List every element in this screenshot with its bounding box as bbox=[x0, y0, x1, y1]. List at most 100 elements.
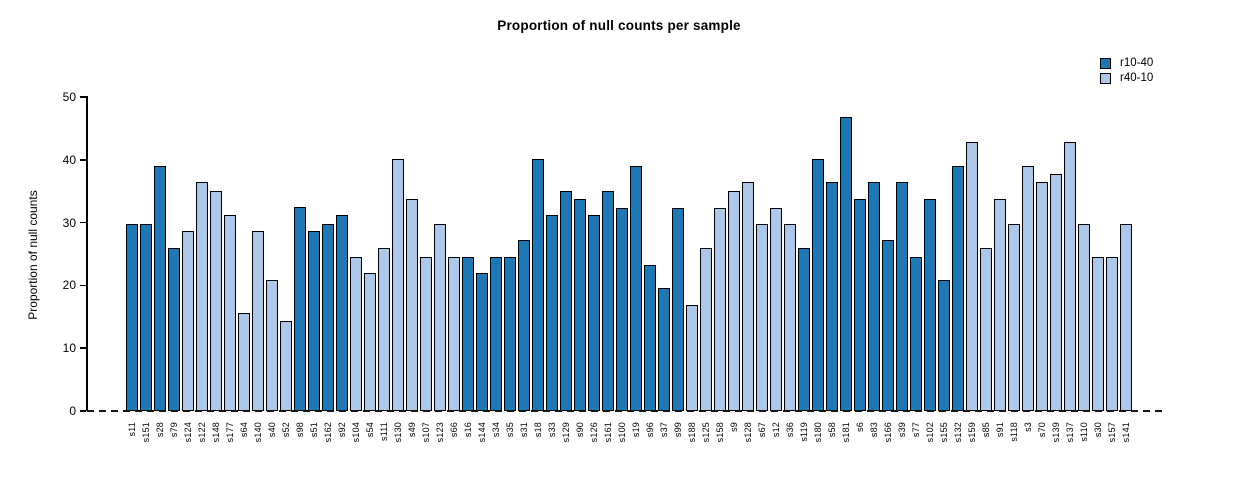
x-tick-label-s30: s30 bbox=[1093, 422, 1103, 438]
x-tick-label-s28: s28 bbox=[155, 422, 165, 438]
x-tick-label-s118: s118 bbox=[1009, 422, 1019, 442]
x-tick-label-s96: s96 bbox=[645, 422, 655, 438]
bar-s119 bbox=[798, 247, 810, 411]
x-tick-label-s180: s180 bbox=[813, 422, 823, 443]
x-tick-label-s161: s161 bbox=[603, 422, 613, 443]
bar-s34 bbox=[490, 256, 502, 411]
bar-s122 bbox=[196, 182, 208, 411]
bar-s161 bbox=[602, 191, 614, 411]
x-tick-label-s92: s92 bbox=[337, 422, 347, 438]
x-tick-label-s148: s148 bbox=[211, 422, 221, 443]
x-tick-label-s162: s162 bbox=[323, 422, 333, 443]
bar-s162 bbox=[322, 223, 334, 411]
bar-s148 bbox=[210, 191, 222, 411]
y-axis-tick bbox=[80, 410, 86, 412]
bar-s83 bbox=[868, 182, 880, 411]
x-tick-label-s40: s40 bbox=[267, 422, 277, 438]
x-tick-label-s166: s166 bbox=[883, 422, 893, 443]
bar-s188 bbox=[686, 304, 698, 411]
x-tick-label-s91: s91 bbox=[995, 422, 1005, 438]
bar-s144 bbox=[476, 272, 488, 411]
x-tick-label-s49: s49 bbox=[407, 422, 417, 438]
bar-s64 bbox=[238, 313, 250, 411]
bar-s67 bbox=[756, 223, 768, 411]
x-tick-label-s36: s36 bbox=[785, 422, 795, 438]
bar-s49 bbox=[406, 199, 418, 411]
x-tick-label-s128: s128 bbox=[743, 422, 753, 443]
bar-s12 bbox=[770, 207, 782, 411]
x-tick-label-s104: s104 bbox=[351, 422, 361, 443]
bar-s37 bbox=[658, 287, 670, 411]
bar-s158 bbox=[714, 207, 726, 411]
bar-s66 bbox=[448, 256, 460, 411]
x-tick-label-s34: s34 bbox=[491, 422, 501, 438]
x-tick-label-s130: s130 bbox=[393, 422, 403, 443]
bar-s90 bbox=[574, 199, 586, 411]
bar-s18 bbox=[532, 158, 544, 411]
x-tick-label-s64: s64 bbox=[239, 422, 249, 438]
bar-s35 bbox=[504, 256, 516, 411]
bar-s124 bbox=[182, 231, 194, 411]
y-axis-tick bbox=[80, 347, 86, 349]
x-tick-label-s99: s99 bbox=[673, 422, 683, 438]
y-tick-label: 50 bbox=[62, 90, 76, 104]
x-tick-label-s3: s3 bbox=[1023, 422, 1033, 432]
bar-s30 bbox=[1092, 256, 1104, 411]
y-axis-tick bbox=[80, 284, 86, 287]
x-tick-label-s90: s90 bbox=[575, 422, 585, 438]
bar-s98 bbox=[294, 206, 306, 411]
bar-s125 bbox=[700, 247, 712, 411]
legend-swatch-r10-40 bbox=[1100, 57, 1111, 69]
legend-label: r10-40 bbox=[1120, 57, 1154, 69]
legend: r10-40 r40-10 bbox=[1100, 57, 1153, 87]
x-tick-label-s100: s100 bbox=[617, 422, 627, 443]
x-tick-label-s52: s52 bbox=[281, 422, 291, 438]
chart-title: Proportion of null counts per sample bbox=[497, 18, 741, 33]
bar-s132 bbox=[952, 166, 964, 411]
x-tick-label-s70: s70 bbox=[1037, 422, 1047, 438]
bar-s111 bbox=[378, 247, 390, 411]
bar-s52 bbox=[280, 321, 292, 411]
bar-s99 bbox=[672, 207, 684, 411]
bar-s79 bbox=[168, 247, 180, 411]
x-tick-label-s177: s177 bbox=[225, 422, 235, 443]
y-tick-label: 0 bbox=[69, 404, 76, 418]
bar-s118 bbox=[1008, 223, 1020, 411]
x-tick-label-s144: s144 bbox=[477, 422, 487, 443]
x-tick-label-s137: s137 bbox=[1065, 422, 1075, 443]
x-tick-label-s107: s107 bbox=[421, 422, 431, 443]
x-tick-label-s129: s129 bbox=[561, 422, 571, 443]
bar-s137 bbox=[1064, 142, 1076, 411]
bar-s58 bbox=[826, 182, 838, 411]
x-tick-label-s16: s16 bbox=[463, 422, 473, 438]
bar-s159 bbox=[966, 142, 978, 411]
x-tick-label-s54: s54 bbox=[365, 422, 375, 438]
bar-s77 bbox=[910, 256, 922, 411]
y-axis-tick bbox=[80, 96, 86, 98]
x-tick-label-s132: s132 bbox=[953, 422, 963, 443]
y-axis-line bbox=[86, 96, 88, 411]
bar-s181 bbox=[840, 117, 852, 411]
bar-s126 bbox=[588, 215, 600, 411]
x-tick-label-s11: s11 bbox=[127, 422, 137, 437]
x-tick-label-s188: s188 bbox=[687, 422, 697, 443]
x-tick-label-s33: s33 bbox=[547, 422, 557, 438]
bar-s177 bbox=[224, 215, 236, 411]
x-tick-label-s9: s9 bbox=[729, 422, 739, 432]
x-tick-label-s157: s157 bbox=[1107, 422, 1117, 443]
y-tick-label: 30 bbox=[62, 215, 76, 230]
x-tick-label-s140: s140 bbox=[253, 422, 263, 443]
bar-s104 bbox=[350, 256, 362, 411]
x-tick-label-s141: s141 bbox=[1121, 422, 1131, 443]
bar-s151 bbox=[140, 223, 152, 411]
x-tick-label-s111: s111 bbox=[379, 422, 389, 441]
x-tick-label-s83: s83 bbox=[869, 422, 879, 438]
bar-s3 bbox=[1022, 166, 1034, 411]
bar-s6 bbox=[854, 199, 866, 411]
legend-item-r40-10: r40-10 bbox=[1100, 72, 1153, 84]
x-tick-label-s31: s31 bbox=[519, 422, 529, 438]
bar-s102 bbox=[924, 199, 936, 411]
x-tick-label-s85: s85 bbox=[981, 422, 991, 438]
bar-s155 bbox=[938, 280, 950, 411]
